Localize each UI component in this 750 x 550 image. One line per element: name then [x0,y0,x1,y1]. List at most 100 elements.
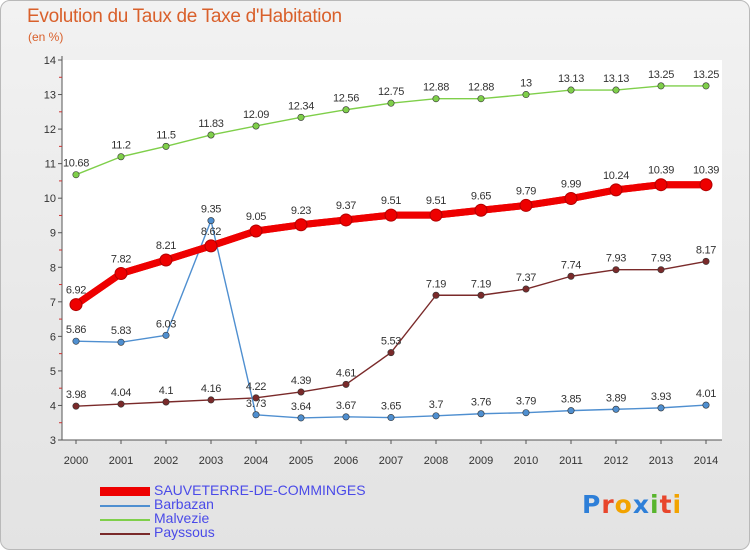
logo-letter: i [672,490,683,519]
data-label: 9.23 [291,205,311,217]
data-point [654,178,668,192]
plot-area [62,60,722,440]
data-point [522,285,530,293]
data-point [297,388,305,396]
data-label: 9.05 [246,211,266,223]
x-tick-label: 2007 [379,455,403,467]
data-point [477,410,485,418]
data-label: 8.17 [696,244,716,256]
data-label: 6.03 [156,318,176,330]
data-label: 4.01 [696,388,716,400]
y-tick-label: 14 [44,55,56,67]
data-label: 4.04 [111,387,131,399]
data-point [117,400,125,408]
data-point [477,95,485,103]
data-label: 12.88 [468,82,494,94]
x-tick-label: 2004 [244,455,268,467]
data-point [387,414,395,422]
data-label: 7.82 [111,253,131,265]
legend-label: Payssous [154,524,215,540]
y-tick-label: 9 [50,228,56,240]
data-point [117,153,125,161]
data-label: 9.99 [561,179,581,191]
data-label: 9.79 [516,185,536,197]
y-tick-label: 12 [44,124,56,136]
data-label: 12.88 [423,82,449,94]
data-point [567,86,575,94]
data-label: 9.51 [381,195,401,207]
data-label: 11.83 [198,118,223,130]
proxiti-logo: Proxiti [582,490,682,519]
data-label: 13.25 [693,69,719,81]
x-tick-label: 2009 [469,455,493,467]
data-label: 10.39 [693,165,719,177]
data-point [114,266,128,280]
data-point [72,171,80,179]
legend-label: Malvezie [154,510,210,526]
y-tick-label: 8 [50,262,56,274]
logo-letter: x [632,490,650,519]
data-point [702,82,710,90]
data-point [72,337,80,345]
data-point [522,409,530,417]
data-label: 4.1 [159,385,174,397]
y-tick-label: 5 [50,366,56,378]
x-tick-label: 2006 [334,455,358,467]
data-point [477,291,485,299]
data-point [162,398,170,406]
chart-unit-label: (en %) [28,30,64,44]
data-label: 12.34 [288,100,314,112]
data-label: 10.24 [603,170,629,182]
data-point [564,192,578,206]
data-point [657,266,665,274]
data-label: 11.2 [111,140,131,152]
data-point [567,272,575,280]
data-label: 3.85 [561,394,581,406]
data-label: 6.92 [66,285,86,297]
data-label: 11.5 [156,129,176,141]
data-point [657,82,665,90]
data-point [384,208,398,222]
x-tick-label: 2008 [424,455,448,467]
legend-swatch [100,487,150,496]
logo-letter: i [650,490,660,519]
data-label: 7.19 [471,278,491,290]
data-point [204,239,218,253]
data-label: 13.25 [648,69,674,81]
x-tick-label: 2013 [649,455,673,467]
data-label: 5.53 [381,336,401,348]
data-point [252,122,260,130]
data-point [249,224,263,238]
legend-item: Malvezie [100,510,420,528]
data-point [567,407,575,415]
data-point [252,411,260,419]
data-point [609,183,623,197]
y-tick-label: 11 [45,159,56,171]
data-point [72,402,80,410]
legend-item: SAUVETERRE-DE-COMMINGES [100,482,420,500]
data-point [252,394,260,402]
data-point [297,414,305,422]
data-label: 3.7 [429,399,444,411]
legend-swatch [100,519,150,521]
data-point [702,257,710,265]
data-label: 3.93 [651,391,671,403]
data-point [117,338,125,346]
data-point [207,396,215,404]
legend-label: Barbazan [154,496,214,512]
data-label: 9.35 [201,204,221,216]
data-label: 12.56 [333,93,359,105]
x-tick-label: 2010 [514,455,538,467]
data-label: 10.68 [63,158,89,170]
data-point [387,349,395,357]
x-tick-label: 2005 [289,455,313,467]
data-label: 7.19 [426,278,446,290]
x-tick-label: 2000 [64,455,88,467]
data-label: 4.61 [336,367,356,379]
data-point [474,203,488,217]
data-label: 4.39 [291,375,311,387]
data-point [162,142,170,150]
data-point [699,178,713,192]
data-point [159,253,173,267]
